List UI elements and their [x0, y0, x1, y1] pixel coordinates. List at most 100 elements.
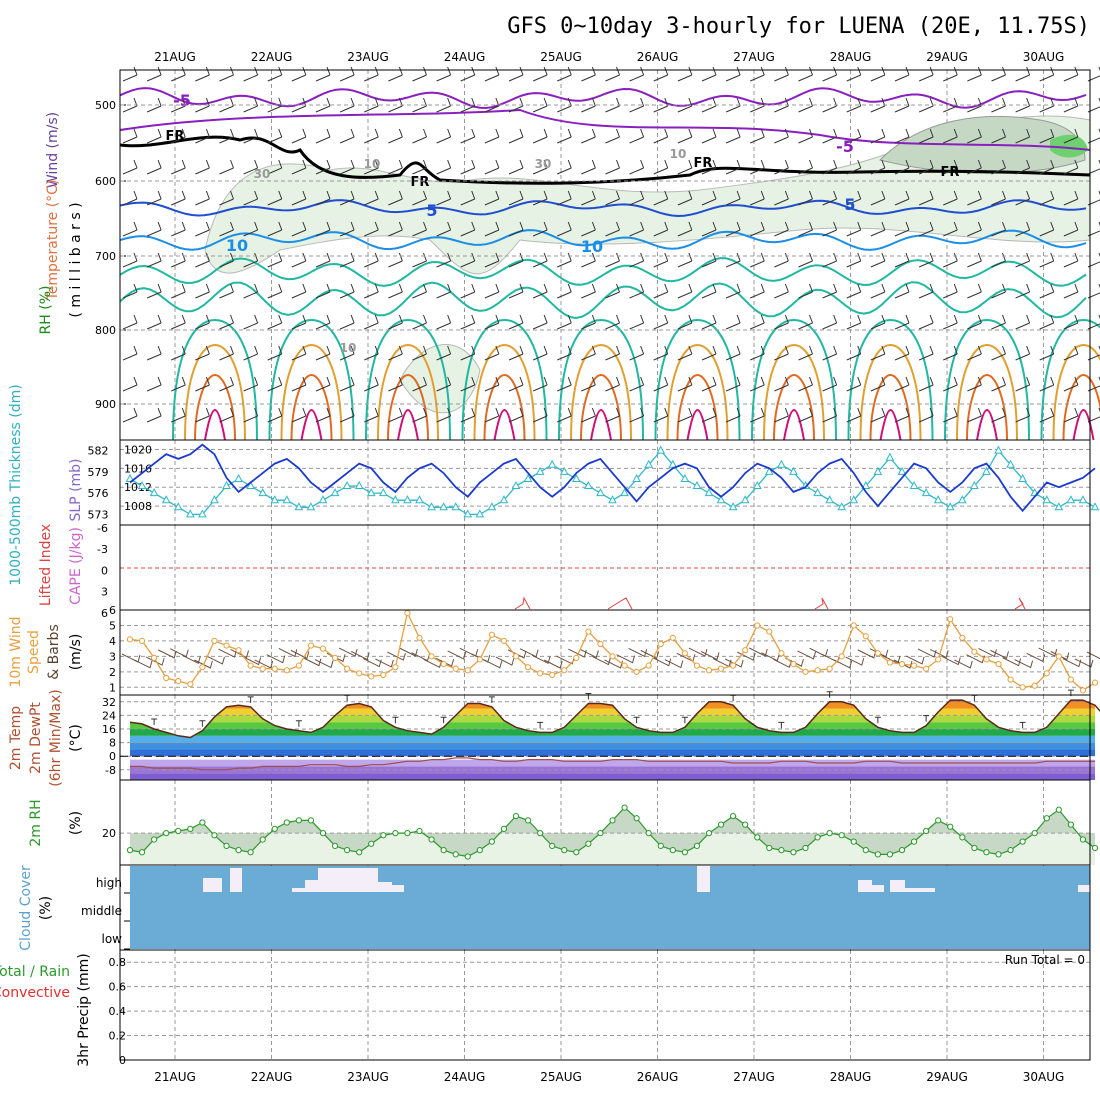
upper-wind-barb — [918, 159, 934, 175]
thickness-series-point — [258, 488, 268, 497]
precip-y-tick: 0.2 — [109, 1030, 127, 1043]
upper-wind-barb — [436, 221, 452, 237]
upper-wind-barb — [339, 314, 355, 330]
upper-wind-barb — [388, 128, 403, 144]
upper-wind-barb — [243, 407, 259, 423]
panel-frames — [119, 69, 1091, 1061]
upper-wind-barb — [1063, 407, 1079, 423]
upper-wind-barb — [1039, 221, 1055, 237]
rh-series-point — [331, 842, 339, 849]
upper-wind-barb — [291, 283, 307, 299]
wind-speed-series-point — [1091, 679, 1099, 686]
cloud-gap — [203, 878, 222, 892]
upper-wind-barb — [967, 376, 982, 392]
upper-wind-barb — [195, 97, 210, 113]
upper-wind-barb — [991, 345, 1006, 361]
slp-ylabels: 1000-500mb Thickness (dm) SLP (mb) — [8, 384, 84, 585]
contour-label: FR — [694, 156, 713, 171]
dewpt-ylabel: 2m DewPt — [28, 702, 44, 774]
precip-y-tick: 0.6 — [109, 981, 127, 994]
upper-wind-barb — [677, 314, 693, 330]
upper-wind-barb — [653, 376, 669, 392]
rh-series-point — [910, 838, 918, 845]
millibars-ylabel: ( m i l l i b a r s ) — [68, 202, 84, 317]
upper-wind-barb — [122, 283, 138, 299]
upper-wind-barb — [918, 190, 934, 206]
upper-wind-barb — [1015, 159, 1031, 175]
upper-wind-barb — [822, 128, 838, 144]
rh-series-point — [199, 819, 206, 826]
upper-wind-barb — [774, 159, 789, 175]
precip-total-ylabel: Total / Rain — [0, 964, 70, 980]
minmax-marker — [923, 715, 930, 722]
wind-barb — [194, 659, 213, 669]
minmax-marker — [971, 694, 978, 702]
thickness-series-point — [957, 495, 967, 504]
upper-wind-barb — [629, 314, 645, 330]
upper-wind-barb — [991, 66, 1006, 82]
upper-wind-barb — [195, 376, 210, 392]
upper-wind-barb — [388, 283, 403, 299]
wind-barb — [483, 659, 503, 669]
wind-barb — [712, 658, 732, 668]
upper-wind-barb — [508, 221, 524, 237]
date-label-bottom: 27AUG — [733, 1070, 775, 1084]
upper-wind-barb — [991, 190, 1006, 206]
wind-barb — [616, 654, 636, 664]
upper-wind-barb — [460, 314, 476, 330]
upper-wind-barb — [508, 283, 524, 299]
upper-wind-barb — [412, 314, 427, 330]
date-label-bottom: 21AUG — [154, 1070, 196, 1084]
upper-wind-barb — [122, 128, 138, 144]
wind-barbs-ylabel: & Barbs — [46, 624, 62, 680]
minmax-marker — [392, 716, 399, 724]
upper-wind-barb — [701, 283, 717, 299]
temp-color-band — [130, 715, 1095, 723]
upper-wind-barb — [870, 314, 886, 330]
upper-wind-barb — [291, 345, 307, 361]
minmax-marker — [199, 720, 206, 727]
upper-wind-barb — [822, 345, 838, 361]
thickness-series-point — [1054, 502, 1064, 511]
contour-label: 5 — [426, 201, 437, 220]
upper-wind-barb — [822, 376, 838, 392]
upper-wind-barb — [677, 66, 693, 82]
temp-color-band — [130, 759, 1095, 767]
thickness-series-point — [740, 495, 750, 504]
isotherm-35 — [869, 373, 912, 441]
chart-title: GFS 0~10day 3-hourly for LUENA (20E, 11.… — [507, 14, 1090, 39]
wind-barb — [447, 650, 467, 660]
rh-series-point — [669, 847, 676, 854]
upper-wind-barb — [918, 407, 934, 423]
isotherm-40 — [976, 408, 998, 441]
upper-wind-barb — [581, 252, 596, 268]
upper-wind-barb — [171, 159, 186, 175]
wind-speed-series-point — [380, 671, 387, 679]
cape-ylabels: Lifted Index CAPE (J/kg) — [38, 524, 84, 606]
rh-y-tick: 20 — [102, 827, 116, 840]
upper-wind-barb — [870, 283, 886, 299]
upper-wind-barb — [557, 221, 572, 237]
upper-wind-barb — [557, 407, 572, 423]
thickness-series-point — [475, 509, 485, 518]
wind-speed-series-point — [331, 654, 339, 662]
upper-wind-barb — [412, 221, 427, 237]
wind-barb — [869, 648, 889, 658]
upper-wind-barb — [195, 190, 210, 206]
wind-speed-series-point — [1067, 676, 1074, 683]
thickness-series-point — [427, 502, 436, 511]
upper-wind-barb — [605, 407, 620, 423]
upper-wind-barb — [291, 376, 307, 392]
wind-speed-series-point — [838, 653, 845, 660]
rh-series-point — [717, 821, 725, 828]
upper-wind-barb — [629, 407, 645, 423]
thickness-series-point — [813, 488, 822, 497]
upper-wind-barb — [484, 314, 500, 330]
rh-series-point — [838, 832, 845, 839]
upper-wind-barb — [846, 376, 862, 392]
rh-shading-low — [399, 344, 481, 414]
upper-wind-barb — [315, 314, 331, 330]
upper-wind-barb — [339, 159, 355, 175]
isotherm-35 — [290, 373, 333, 441]
